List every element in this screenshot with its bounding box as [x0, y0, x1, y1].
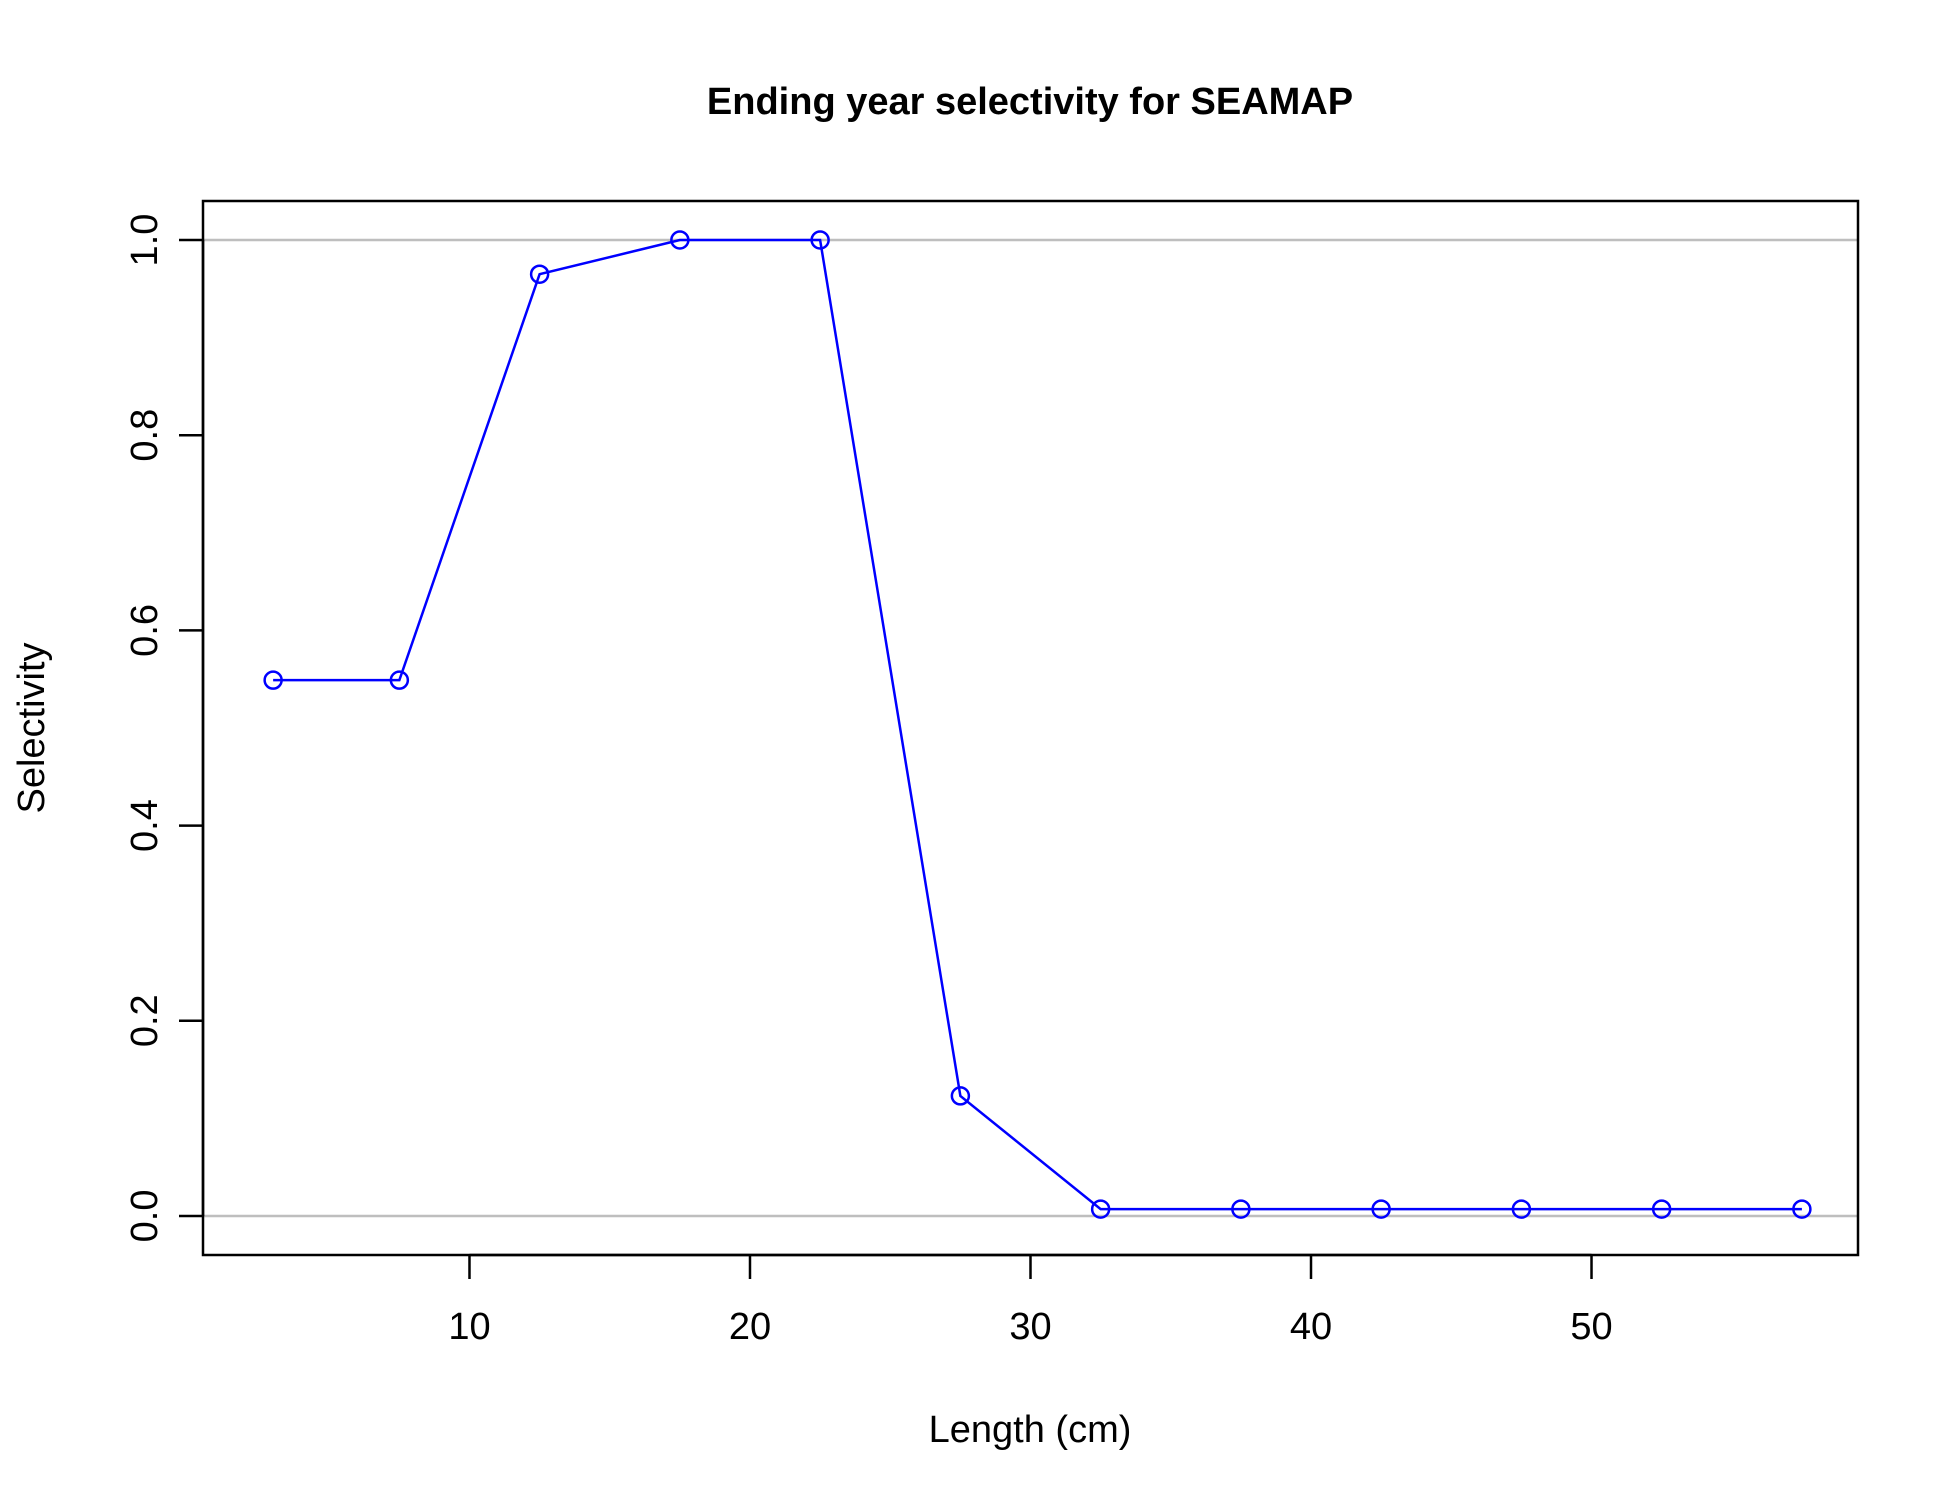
data-point-6: [1090, 1199, 1111, 1219]
data-point-0: [263, 670, 283, 690]
y-tick-label-0: 0.0: [124, 1190, 166, 1243]
reference-lines: [203, 238, 1858, 1218]
data-point-11: [1792, 1199, 1812, 1219]
y-tick-label-3: 0.6: [124, 604, 166, 657]
data-point-5: [950, 1086, 971, 1106]
x-tick-label-2: 30: [1009, 1306, 1051, 1348]
data-point-2: [529, 264, 550, 284]
data-point-8: [1371, 1199, 1391, 1219]
data-point-9: [1511, 1199, 1532, 1219]
data-point-3: [670, 230, 690, 250]
series-line-0: [273, 238, 1802, 1211]
y-tick-label-2: 0.4: [124, 799, 166, 852]
data-point-1: [389, 670, 410, 690]
y-tick-label-4: 0.8: [124, 409, 166, 462]
x-axis-label: Length (cm): [929, 1409, 1132, 1451]
y-tick-label-1: 0.2: [124, 994, 166, 1047]
y-axis-label: Selectivity: [11, 642, 53, 813]
x-tick-label-1: 20: [729, 1306, 771, 1348]
plot-frame: [201, 199, 1860, 1257]
x-tick-label-0: 10: [448, 1306, 490, 1348]
y-tick-label-5: 1.0: [124, 214, 166, 267]
chart-title: Ending year selectivity for SEAMAP: [707, 81, 1353, 123]
x-tick-label-3: 40: [1290, 1306, 1332, 1348]
x-tick-label-4: 50: [1570, 1306, 1612, 1348]
data-point-4: [810, 230, 830, 250]
y-axis: 0.0 0.2 0.4 0.6 0.8 1.0: [124, 214, 205, 1243]
series-layer: [263, 230, 1812, 1219]
data-point-7: [1231, 1199, 1251, 1219]
data-point-10: [1651, 1199, 1672, 1219]
x-axis: 10 20 30 40 50: [448, 1253, 1613, 1348]
